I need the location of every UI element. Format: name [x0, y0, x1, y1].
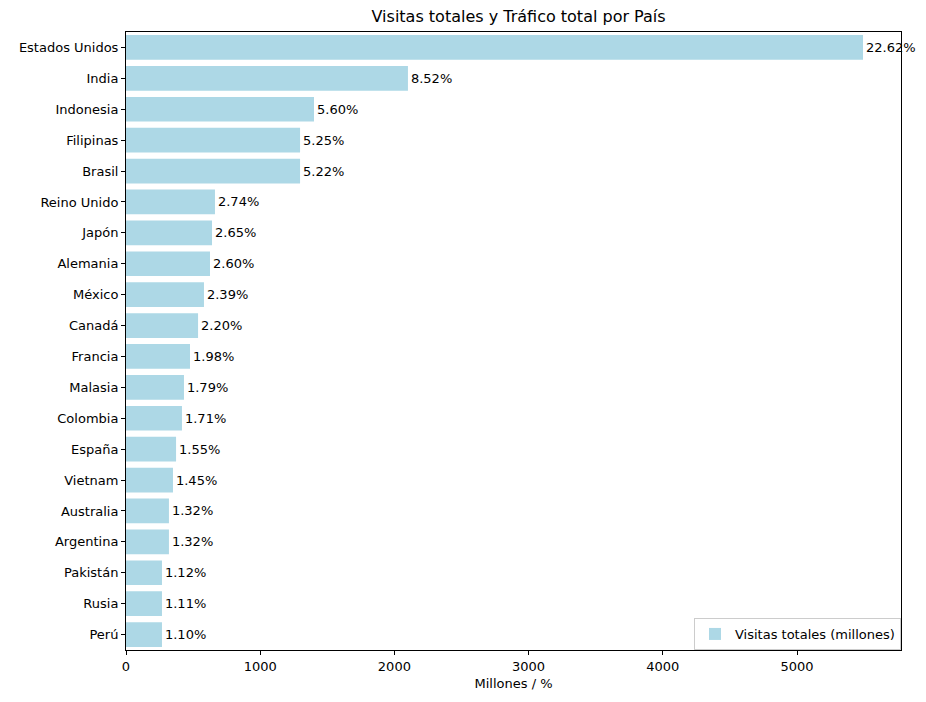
svg-text:Estados Unidos: Estados Unidos — [19, 40, 119, 55]
svg-text:2.20%: 2.20% — [201, 318, 242, 333]
svg-text:2.74%: 2.74% — [218, 194, 259, 209]
svg-text:Perú: Perú — [89, 627, 118, 642]
svg-text:2.39%: 2.39% — [207, 287, 248, 302]
svg-text:5.60%: 5.60% — [317, 102, 358, 117]
svg-text:Canadá: Canadá — [69, 318, 118, 333]
svg-text:1.55%: 1.55% — [179, 442, 220, 457]
svg-text:1.79%: 1.79% — [187, 380, 228, 395]
svg-text:4000: 4000 — [646, 659, 679, 674]
svg-text:1.71%: 1.71% — [185, 411, 226, 426]
svg-text:5.25%: 5.25% — [303, 133, 344, 148]
svg-text:Francia: Francia — [72, 349, 119, 364]
svg-text:Argentina: Argentina — [55, 534, 118, 549]
svg-text:1.45%: 1.45% — [176, 473, 217, 488]
svg-text:Vietnam: Vietnam — [64, 473, 118, 488]
svg-text:1.10%: 1.10% — [165, 627, 206, 642]
svg-text:Malasia: Malasia — [69, 380, 118, 395]
svg-text:Visitas totales y Tráfico tota: Visitas totales y Tráfico total por País — [372, 7, 666, 26]
svg-text:Millones / %: Millones / % — [474, 676, 552, 691]
svg-text:España: España — [71, 442, 118, 457]
svg-text:Filipinas: Filipinas — [66, 133, 118, 148]
svg-text:Alemania: Alemania — [57, 256, 118, 271]
svg-text:2.60%: 2.60% — [213, 256, 254, 271]
svg-text:Reino Unido: Reino Unido — [40, 195, 118, 210]
svg-text:22.62%: 22.62% — [866, 40, 916, 55]
svg-text:8.52%: 8.52% — [411, 71, 452, 86]
svg-text:1.98%: 1.98% — [193, 349, 234, 364]
svg-text:Visitas totales (millones): Visitas totales (millones) — [735, 627, 895, 642]
svg-text:0: 0 — [122, 659, 130, 674]
svg-text:5.22%: 5.22% — [303, 164, 344, 179]
svg-text:1000: 1000 — [244, 659, 277, 674]
svg-text:1.11%: 1.11% — [165, 596, 206, 611]
svg-text:1.12%: 1.12% — [165, 565, 206, 580]
svg-text:1.32%: 1.32% — [172, 503, 213, 518]
svg-text:Brasil: Brasil — [82, 164, 118, 179]
svg-text:2000: 2000 — [378, 659, 411, 674]
svg-text:Australia: Australia — [61, 504, 119, 519]
svg-text:México: México — [73, 287, 118, 302]
svg-text:Colombia: Colombia — [57, 411, 118, 426]
svg-text:5000: 5000 — [780, 659, 813, 674]
svg-text:Pakistán: Pakistán — [64, 565, 118, 580]
svg-text:2.65%: 2.65% — [215, 225, 256, 240]
svg-text:Japón: Japón — [81, 225, 118, 240]
svg-text:India: India — [86, 71, 118, 86]
svg-text:Indonesia: Indonesia — [56, 102, 119, 117]
svg-text:3000: 3000 — [512, 659, 545, 674]
svg-text:Rusia: Rusia — [83, 596, 118, 611]
svg-text:1.32%: 1.32% — [172, 534, 213, 549]
